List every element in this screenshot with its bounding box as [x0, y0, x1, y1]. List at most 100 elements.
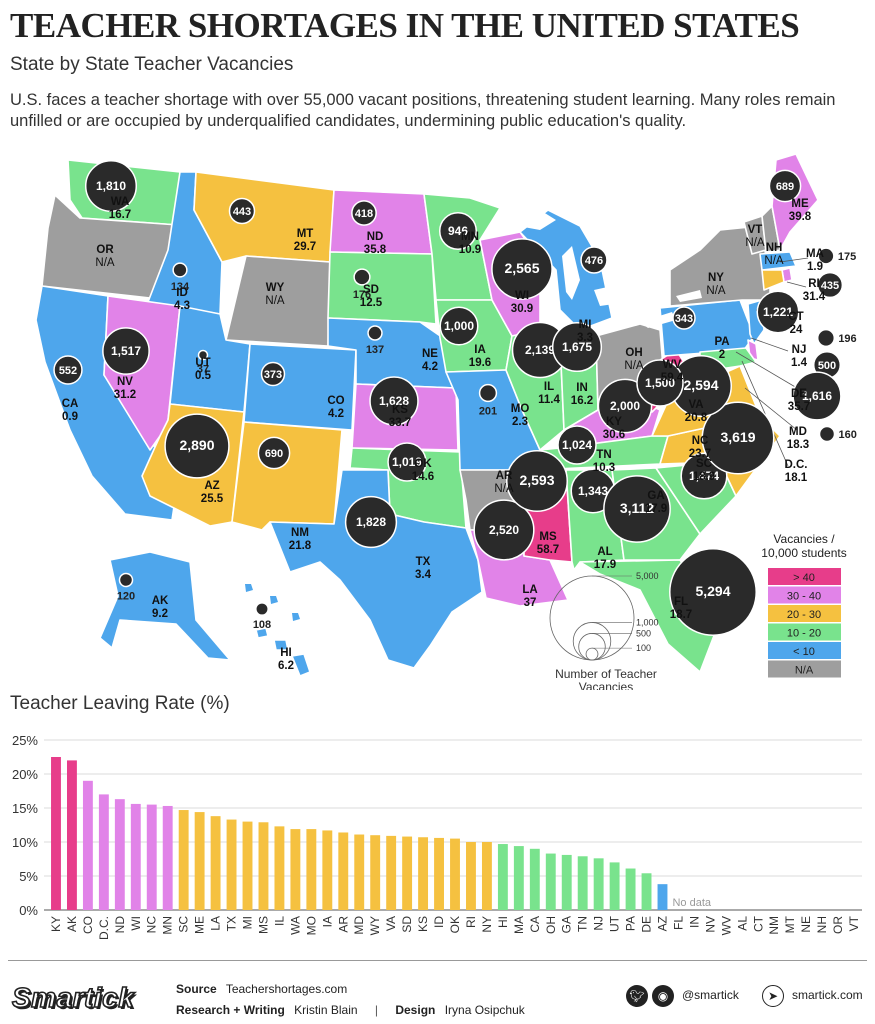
callout-leader-line [786, 281, 807, 288]
state-code-label: CA [62, 398, 79, 410]
state-rate-label: 16.7 [109, 209, 131, 221]
state-rate-label: N/A [706, 285, 726, 297]
size-legend-circle [578, 633, 606, 661]
vacancy-bubble-label: 160 [839, 429, 857, 441]
state-region-ct [761, 269, 785, 291]
vacancy-bubble-label: 2,890 [179, 437, 214, 453]
state-code-label: NM [291, 527, 309, 539]
smartick-logo[interactable]: Smartick [11, 981, 135, 1014]
state-code-label: MS [539, 531, 557, 543]
vacancy-bubble-label: 120 [117, 591, 135, 603]
x-tick-label: PA [624, 916, 638, 931]
leaving-rate-bar [641, 873, 652, 910]
vacancy-bubble-tn [557, 425, 597, 465]
x-tick-label: SC [177, 916, 191, 933]
leaving-rate-bar [450, 838, 460, 910]
state-rate-label: N/A [494, 483, 514, 495]
leaving-rate-bar [306, 829, 317, 910]
vacancy-bubble-sd [353, 268, 371, 286]
vacancy-bubble-label: 2,139 [525, 343, 555, 357]
state-code-label: MN [461, 231, 479, 243]
state-rate-label: 30.6 [603, 429, 625, 441]
vacancy-bubble-co [260, 361, 286, 387]
callout-leader-line [735, 351, 798, 389]
state-code-label: AL [597, 546, 612, 558]
x-tick-label: MD [352, 916, 366, 935]
vacancy-bubble-label: 1,474 [689, 469, 719, 483]
vacancy-bubble-label: 1,000 [444, 319, 474, 333]
state-rate-label: 10.9 [459, 244, 481, 256]
state-rate-label: 18.3 [787, 439, 809, 451]
state-rate-label: 18.1 [785, 472, 808, 484]
state-code-label: OH [625, 347, 642, 359]
twitter-icon[interactable]: 🐦︎ [626, 985, 648, 1007]
legend-label: > 40 [793, 572, 815, 584]
y-tick-label: 25% [12, 733, 38, 748]
leaving-rate-bar [625, 868, 636, 910]
x-tick-label: MA [512, 916, 526, 934]
leaving-rate-bar [226, 819, 237, 910]
y-tick-label: 5% [19, 869, 38, 884]
x-tick-label: ME [193, 916, 207, 934]
vacancy-bubble-label: 201 [479, 405, 497, 417]
legend-swatch [768, 642, 841, 659]
vacancy-bubble-mt [228, 197, 256, 225]
state-region-hi [255, 627, 311, 677]
research-value: Kristin Blain [294, 1003, 358, 1017]
state-code-label: GA [647, 490, 664, 502]
leaving-rate-bar [66, 760, 77, 910]
x-tick-label: VT [847, 915, 861, 931]
state-rate-label: 12.5 [360, 297, 383, 309]
vacancy-bubble-me [768, 169, 802, 203]
vacancy-bubble-label: 134 [171, 281, 190, 293]
state-rate-label: 9.2 [152, 608, 168, 620]
state-code-label: TX [416, 556, 431, 568]
size-legend-circle [585, 647, 599, 661]
callout-leader-line [750, 337, 789, 352]
callout-leader-line [779, 257, 809, 263]
vacancy-bubble-label: 946 [448, 224, 468, 238]
state-code-label: SC [696, 458, 712, 470]
alaska-island-shape [292, 613, 300, 621]
leaving-rate-bar [210, 816, 221, 910]
vacancy-bubble-label: 175 [838, 251, 856, 263]
leaving-rate-bar [481, 842, 492, 910]
state-rate-label: 39.8 [789, 211, 812, 223]
x-tick-label: MO [304, 916, 318, 935]
leaving-rate-bar [561, 854, 572, 910]
state-code-label: WI [515, 290, 529, 302]
state-code-label: IN [576, 382, 588, 394]
state-region-pa [659, 299, 755, 357]
state-rate-label: 1.4 [791, 357, 808, 369]
state-code-label: OR [96, 244, 114, 256]
vacancy-bubble-wi [491, 238, 553, 300]
leaving-rate-bar [98, 794, 109, 910]
source-label: Source [176, 982, 217, 996]
leaving-rate-bar [290, 829, 301, 910]
state-rate-label: 18.9 [693, 471, 715, 483]
vacancy-bubble-ak [118, 572, 134, 588]
x-tick-label: FL [671, 916, 685, 930]
leaving-rate-bar [322, 830, 333, 910]
y-tick-label: 10% [12, 835, 38, 850]
website-link[interactable]: smartick.com [792, 988, 863, 1002]
leaving-rate-bar [593, 858, 604, 910]
x-tick-label: ID [432, 916, 446, 928]
vacancy-bubble-wa [84, 159, 138, 213]
social-handle[interactable]: @smartick [682, 988, 739, 1002]
infographic-title: TEACHER SHORTAGES IN THE UNITED STATES [10, 6, 800, 45]
state-code-label: VT [748, 224, 763, 236]
x-tick-label: UT [608, 915, 622, 932]
instagram-icon[interactable]: ◉ [652, 985, 674, 1007]
leaving-rate-bar [418, 837, 429, 910]
leaving-rate-bar [545, 853, 556, 910]
leaving-rate-bar [51, 757, 61, 910]
state-code-label: NJ [792, 344, 807, 356]
lake-shape [594, 286, 614, 306]
size-legend-title: Number of Teacher Vacancies [555, 667, 657, 690]
vacancy-bubble-label: 1,616 [802, 389, 832, 403]
legend-label: < 10 [793, 646, 815, 658]
source-value[interactable]: Teachershortages.com [225, 982, 348, 996]
x-tick-label: IA [320, 916, 334, 927]
state-rate-label: 58.7 [537, 544, 559, 556]
